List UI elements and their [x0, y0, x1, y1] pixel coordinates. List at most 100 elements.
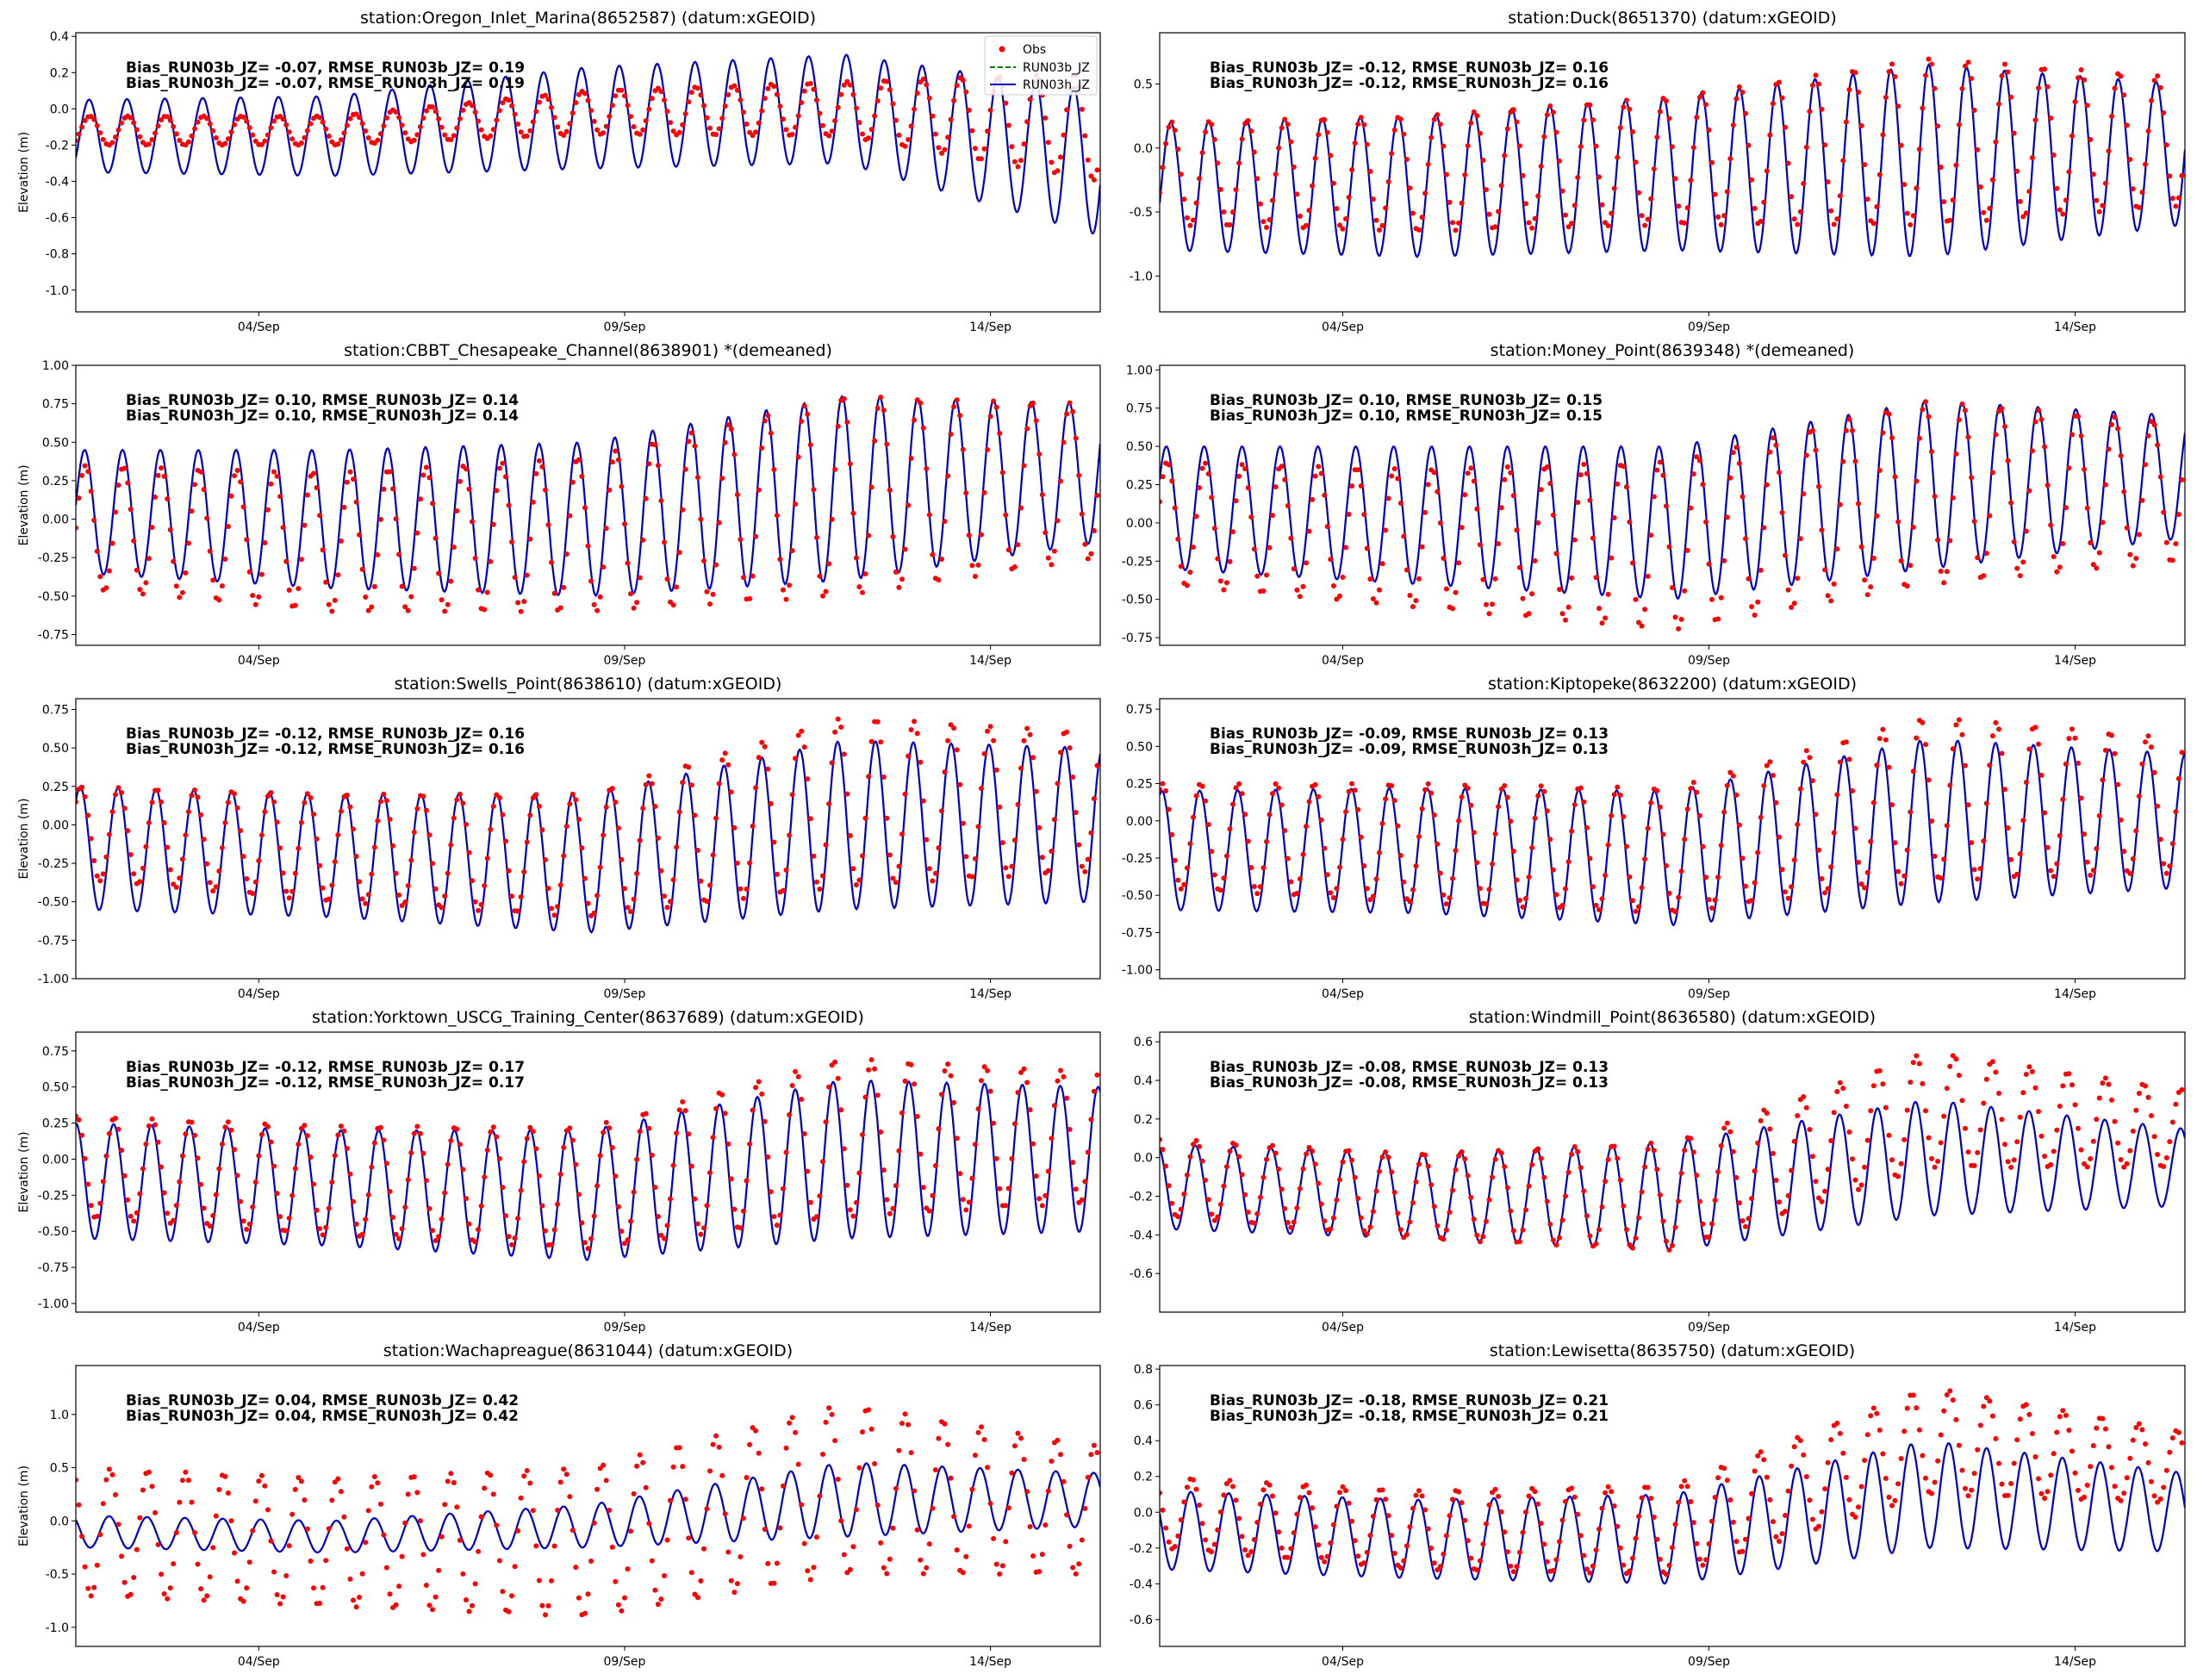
obs-point: [805, 1568, 811, 1574]
panel-title: station:Kiptopeke(8632200) (datum:xGEOID…: [1488, 675, 1857, 694]
obs-point: [872, 1066, 878, 1072]
obs-point: [210, 1545, 216, 1551]
obs-point: [835, 1477, 841, 1482]
obs-point: [524, 133, 530, 139]
obs-point: [1828, 1138, 1834, 1143]
obs-point: [1783, 1209, 1788, 1214]
obs-point: [1024, 119, 1030, 125]
obs-point: [856, 877, 862, 883]
obs-point: [1187, 841, 1193, 847]
obs-point: [1450, 606, 1455, 612]
obs-point: [1094, 493, 1100, 498]
obs-point: [2036, 1109, 2041, 1115]
obs-point: [1971, 1471, 1977, 1477]
obs-point: [238, 1198, 244, 1204]
obs-point: [1532, 1489, 1538, 1495]
obs-point: [1544, 464, 1550, 470]
obs-point: [1941, 1408, 1947, 1414]
obs-point: [1672, 909, 1678, 915]
obs-point: [750, 823, 756, 829]
obs-point: [88, 1203, 94, 1209]
obs-point: [1498, 505, 1504, 511]
obs-point: [2157, 84, 2163, 90]
obs-point: [939, 557, 944, 562]
obs-point: [2029, 1068, 2035, 1074]
obs-point: [1267, 544, 1273, 551]
obs-point: [1761, 525, 1767, 531]
obs-point: [1437, 121, 1443, 128]
obs-point: [856, 120, 862, 126]
obs-point: [2169, 1435, 2175, 1440]
obs-point: [549, 559, 554, 565]
obs-point: [1791, 857, 1797, 863]
obs-point: [1718, 1142, 1724, 1148]
obs-point: [1532, 215, 1538, 221]
obs-point: [1889, 61, 1895, 67]
obs-point: [292, 1166, 298, 1172]
obs-point: [140, 1487, 146, 1493]
obs-point: [2088, 540, 2094, 545]
axes-frame: [1159, 1365, 2186, 1647]
obs-point: [457, 115, 463, 121]
obs-point: [1191, 1142, 1196, 1148]
obs-point: [1654, 134, 1660, 140]
obs-point: [1666, 1562, 1672, 1568]
obs-point: [750, 1107, 756, 1113]
obs-point: [866, 774, 872, 780]
obs-point: [1367, 897, 1373, 903]
obs-point: [594, 127, 601, 133]
obs-point: [2057, 833, 2063, 838]
obs-point: [878, 1540, 884, 1546]
obs-point: [777, 1212, 783, 1218]
obs-point: [569, 791, 576, 797]
obs-point: [1492, 224, 1498, 230]
y-tick-label: -0.2: [1130, 1191, 1153, 1204]
obs-point: [795, 1461, 801, 1467]
obs-point: [2051, 874, 2057, 880]
obs-point: [1251, 1537, 1257, 1542]
obs-point: [622, 521, 627, 527]
obs-point: [283, 888, 289, 894]
obs-point: [521, 869, 527, 874]
obs-point: [503, 838, 508, 844]
obs-point: [515, 600, 521, 606]
obs-point: [960, 446, 966, 452]
obs-point: [701, 1546, 706, 1552]
obs-point: [908, 727, 914, 732]
obs-point: [1856, 501, 1861, 507]
obs-point: [1565, 859, 1572, 865]
obs-point: [448, 137, 454, 143]
obs-point: [1516, 564, 1522, 570]
obs-point: [1758, 567, 1764, 573]
obs-point: [490, 1491, 496, 1497]
obs-point: [234, 1578, 240, 1584]
obs-point: [1935, 537, 1941, 543]
obs-point: [234, 468, 240, 473]
obs-point: [1203, 1177, 1209, 1183]
obs-point: [2082, 77, 2088, 83]
obs-point: [762, 418, 768, 424]
obs-point: [1397, 1565, 1403, 1571]
obs-point: [1260, 219, 1267, 225]
obs-point: [832, 729, 838, 735]
obs-point: [1373, 876, 1379, 882]
obs-point: [1383, 205, 1389, 211]
obs-point: [1837, 501, 1843, 507]
obs-point: [1520, 1529, 1526, 1535]
obs-point: [222, 1473, 228, 1479]
obs-point: [353, 854, 359, 859]
obs-point: [1801, 759, 1807, 765]
obs-point: [433, 109, 439, 115]
obs-point: [1248, 128, 1254, 134]
obs-point: [1270, 1142, 1275, 1148]
obs-point: [1846, 1496, 1852, 1503]
obs-point: [2179, 172, 2185, 178]
obs-point: [1883, 95, 1889, 100]
obs-point: [2127, 157, 2133, 163]
obs-point: [1996, 1091, 2001, 1096]
x-tick-label: 04/Sep: [238, 987, 280, 1001]
obs-point: [1055, 168, 1061, 174]
obs-point: [1953, 1056, 1959, 1062]
obs-point: [460, 107, 466, 113]
obs-point: [470, 1602, 475, 1608]
